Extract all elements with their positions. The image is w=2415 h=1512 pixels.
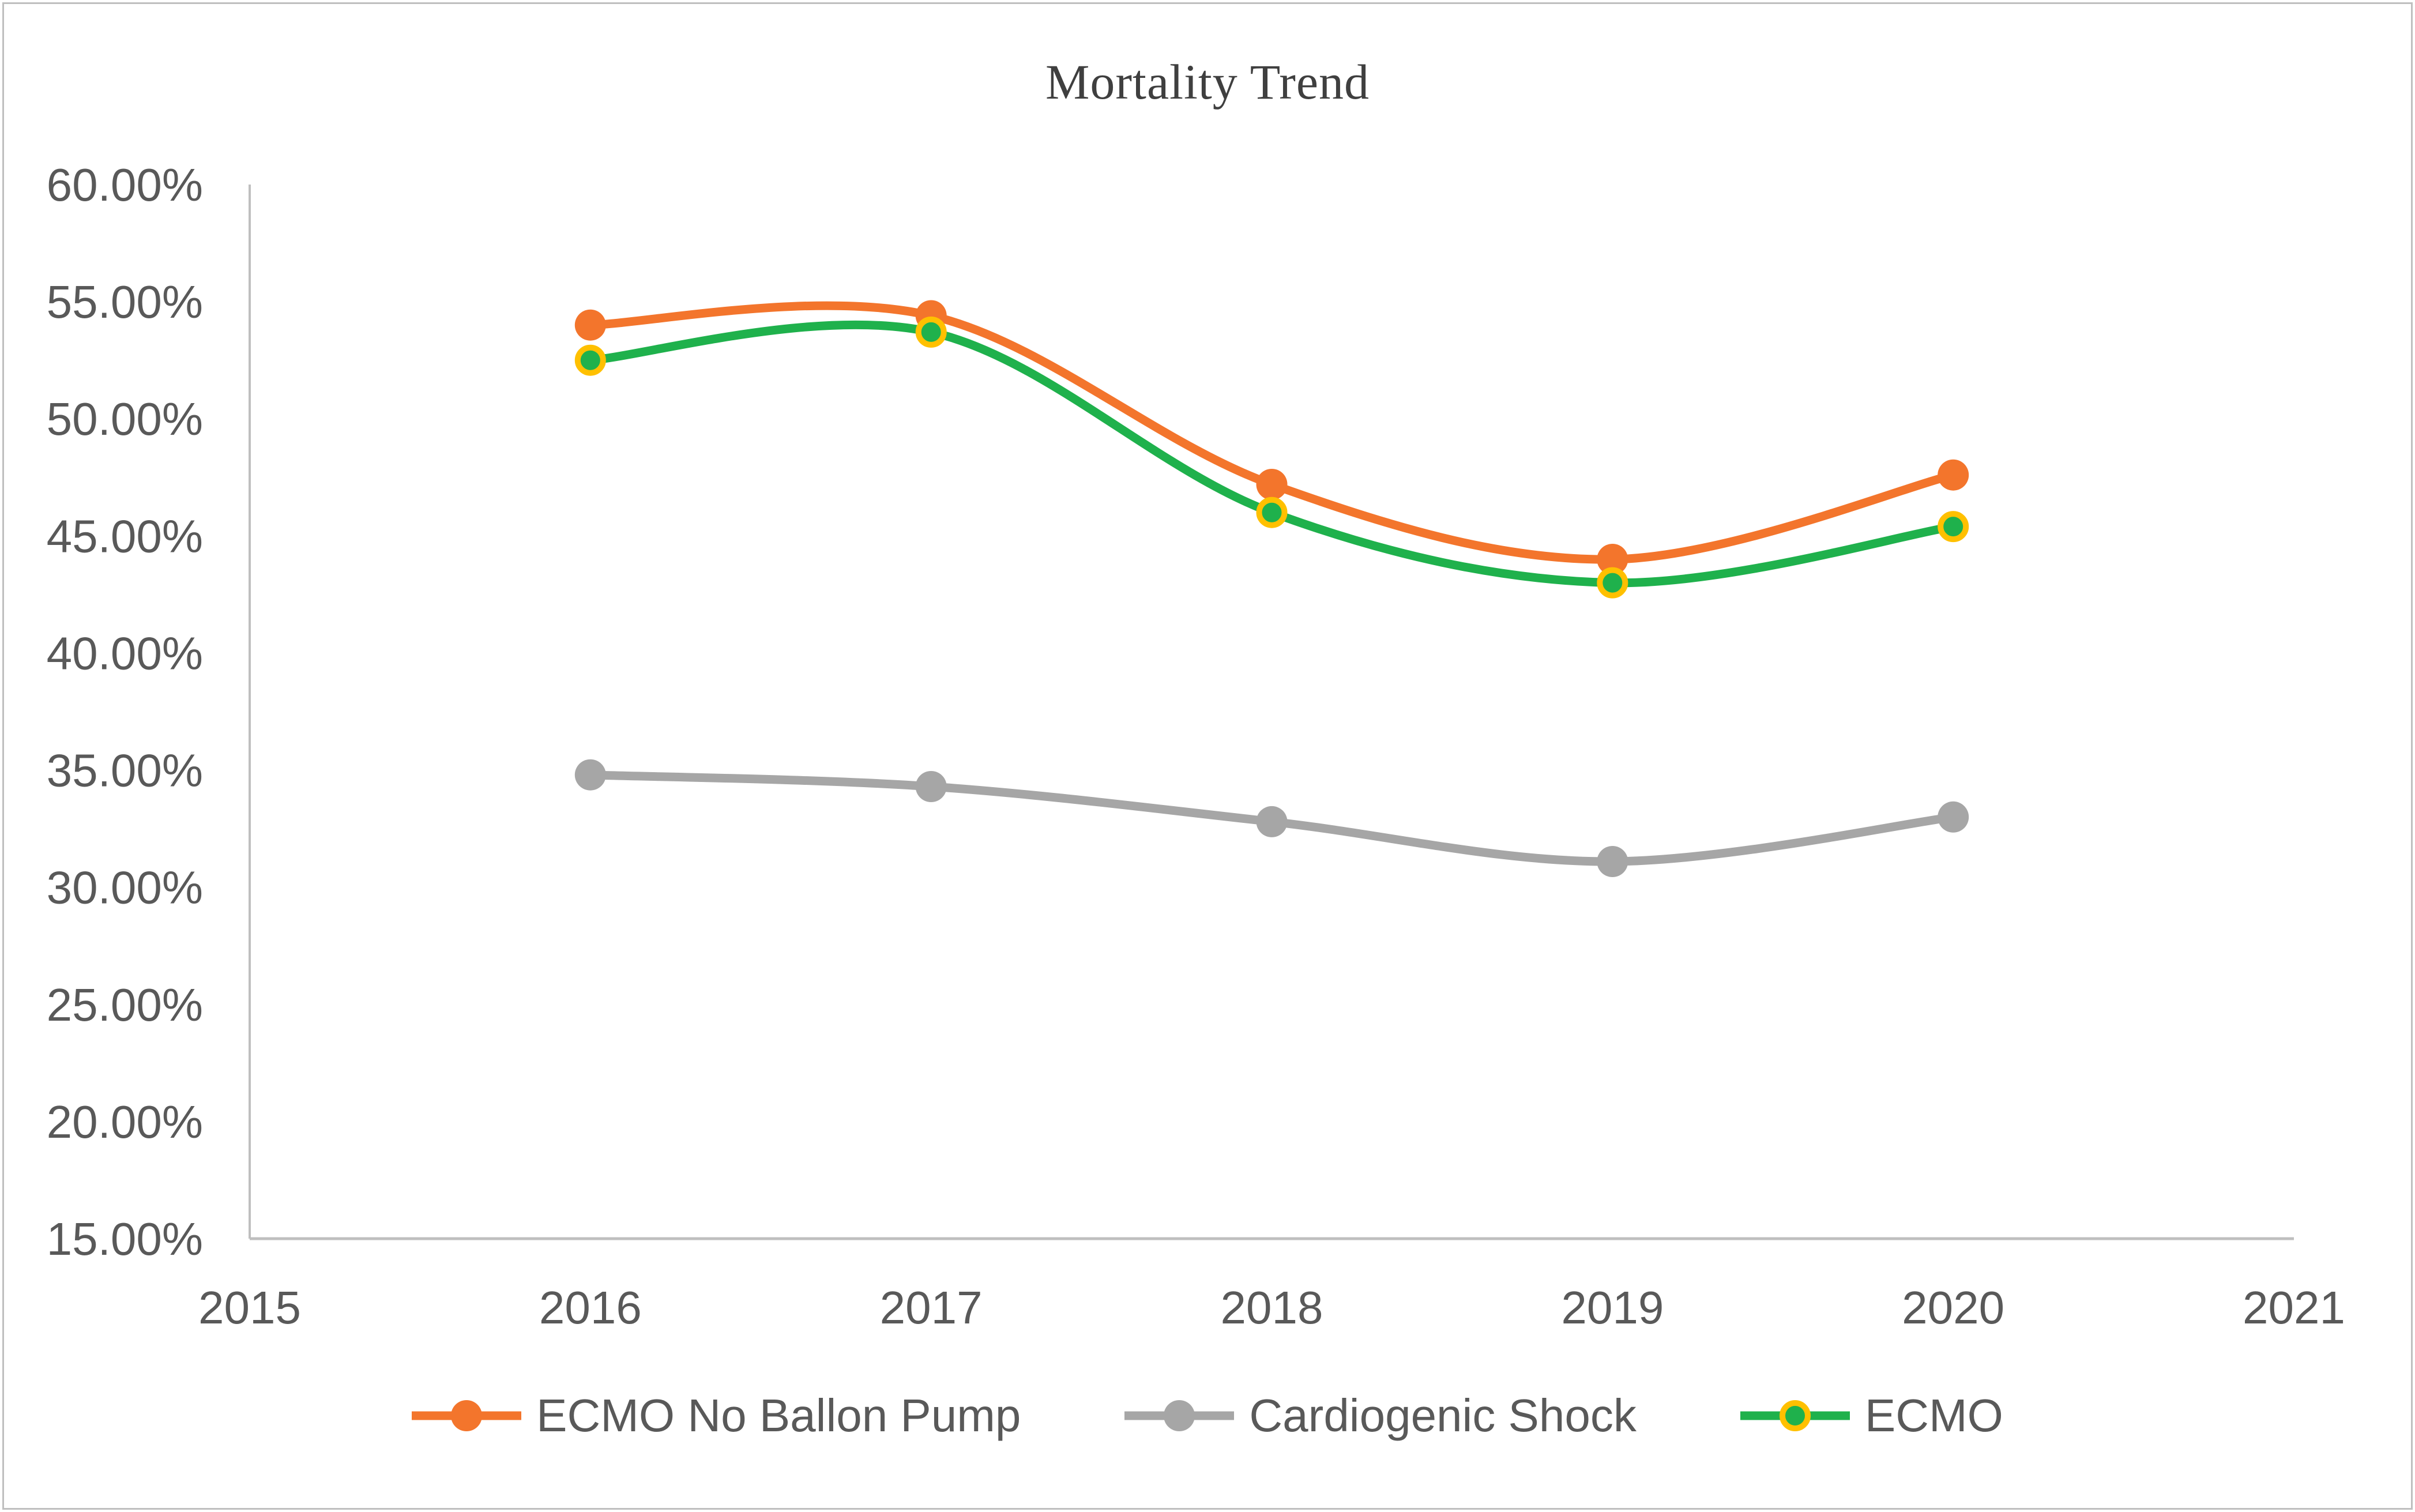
data-point-marker-ecmo — [1597, 567, 1628, 599]
y-tick-label: 40.00% — [47, 627, 203, 679]
legend-item-cardiogenic-shock: Cardiogenic Shock — [1124, 1389, 1637, 1442]
data-point-marker-ecmo — [915, 316, 947, 348]
data-point-marker-ecmo-no-ballon-pump — [1597, 544, 1628, 575]
legend: ECMO No Ballon Pump Cardiogenic Shock ECMO — [0, 1378, 2415, 1453]
y-axis-tick-labels: 15.00% 20.00% 25.00% 30.00% 35.00% 40.00% 45.0… — [47, 159, 203, 1265]
y-tick-label: 60.00% — [47, 159, 203, 210]
x-tick-label: 2021 — [2243, 1282, 2345, 1333]
legend-label: ECMO — [1864, 1390, 2003, 1441]
data-point-marker-ecmo-no-ballon-pump — [1938, 459, 1969, 491]
y-tick-label: 15.00% — [47, 1213, 203, 1265]
x-tick-label: 2015 — [198, 1282, 301, 1333]
chart-title: Mortality Trend — [1045, 54, 1370, 110]
data-point-marker-cardiogenic-shock — [1597, 846, 1628, 877]
x-tick-label: 2018 — [1221, 1282, 1323, 1333]
y-tick-label: 55.00% — [47, 276, 203, 328]
legend-label: ECMO No Ballon Pump — [536, 1390, 1021, 1441]
x-tick-label: 2019 — [1561, 1282, 1664, 1333]
y-tick-label: 50.00% — [47, 393, 203, 445]
x-tick-label: 2020 — [1902, 1282, 2004, 1333]
legend-item-ecmo: ECMO — [1740, 1389, 2003, 1442]
data-point-marker-ecmo — [1256, 497, 1288, 528]
legend-marker-icon — [412, 1400, 522, 1431]
legend-item-ecmo-no-ballon-pump: ECMO No Ballon Pump — [412, 1389, 1021, 1442]
y-tick-label: 20.00% — [47, 1096, 203, 1148]
data-point-marker-ecmo — [1938, 511, 1969, 543]
data-point-marker-cardiogenic-shock — [1938, 801, 1969, 833]
y-tick-label: 35.00% — [47, 745, 203, 796]
x-axis-tick-labels: 2015 2016 2017 2018 2019 2020 2021 — [198, 1282, 2345, 1333]
y-tick-label: 30.00% — [47, 862, 203, 913]
y-tick-label: 45.00% — [47, 510, 203, 562]
x-tick-label: 2017 — [880, 1282, 983, 1333]
y-tick-label: 25.00% — [47, 979, 203, 1030]
legend-label: Cardiogenic Shock — [1249, 1390, 1637, 1441]
data-point-marker-cardiogenic-shock — [574, 759, 606, 791]
series-lines — [574, 300, 1969, 877]
data-point-marker-cardiogenic-shock — [915, 771, 947, 802]
data-point-marker-ecmo-no-ballon-pump — [574, 309, 606, 341]
x-tick-label: 2016 — [539, 1282, 642, 1333]
legend-marker-icon — [1740, 1400, 1850, 1431]
data-point-marker-ecmo-no-ballon-pump — [1256, 469, 1288, 500]
data-point-marker-ecmo — [574, 344, 606, 376]
legend-marker-icon — [1124, 1400, 1235, 1431]
series-line-ecmo — [586, 320, 1958, 588]
data-point-marker-cardiogenic-shock — [1256, 806, 1288, 837]
